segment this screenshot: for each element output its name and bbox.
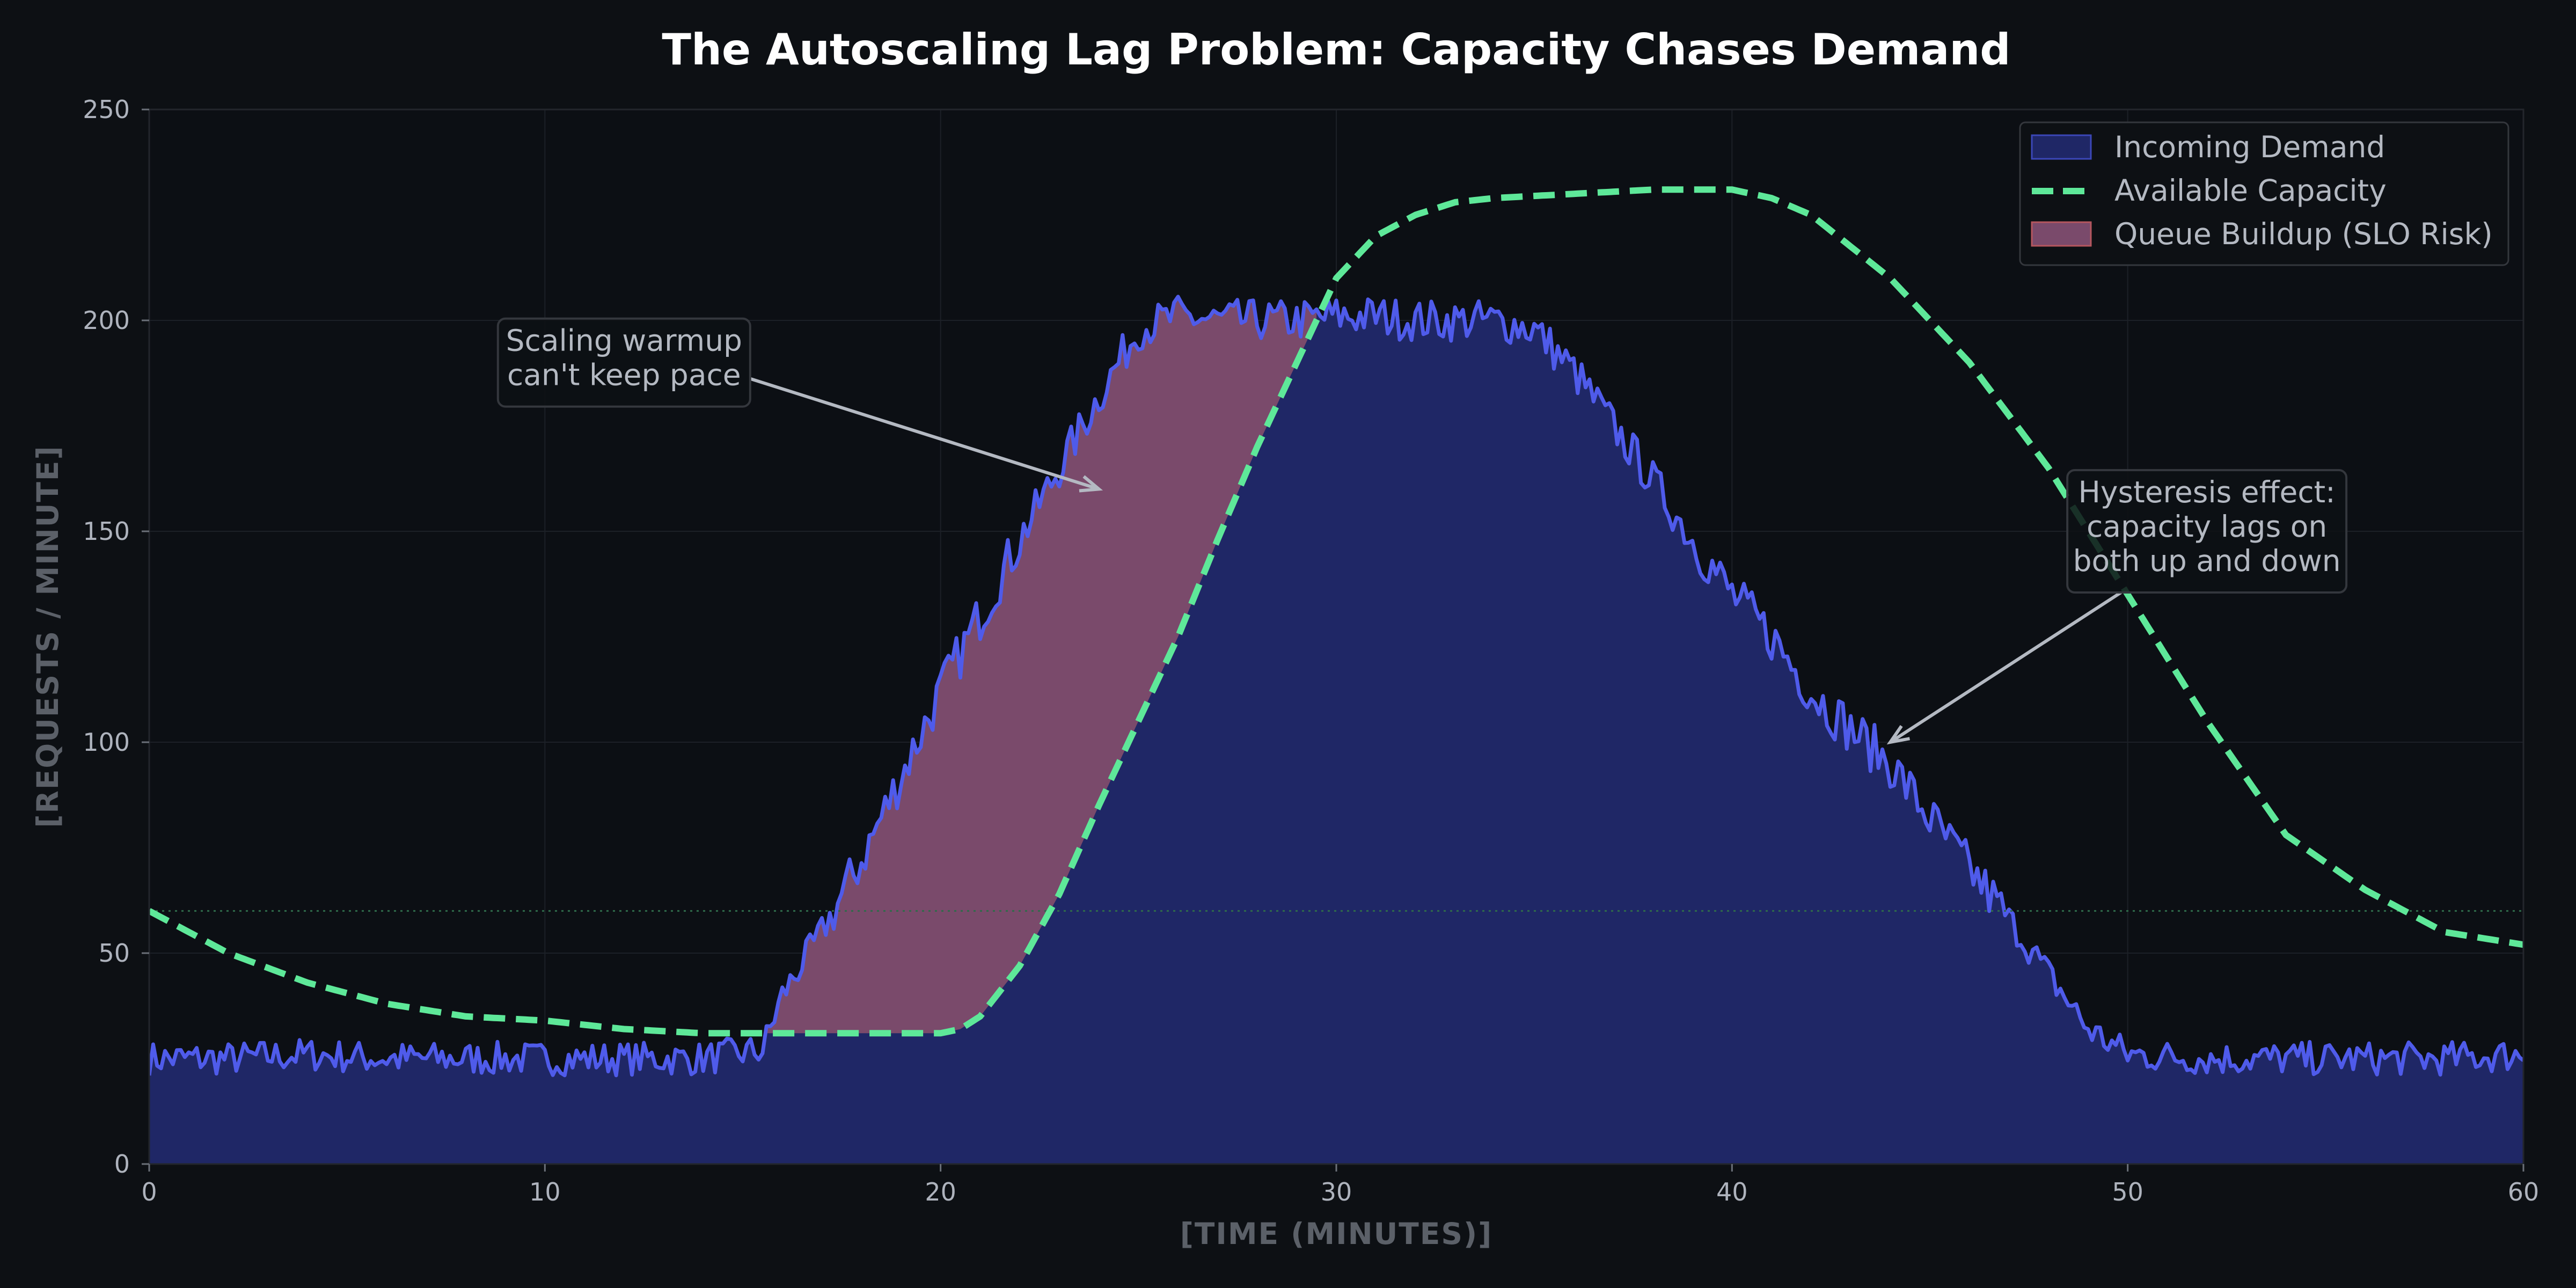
demand-area — [149, 296, 2523, 1164]
x-tick-label: 10 — [529, 1177, 561, 1206]
x-tick-label: 0 — [141, 1177, 157, 1206]
chart-title: The Autoscaling Lag Problem: Capacity Ch… — [662, 25, 2010, 75]
legend-label-queue: Queue Buildup (SLO Risk) — [2114, 217, 2493, 251]
annotation-arrow — [749, 377, 1100, 491]
capacity-line — [149, 186, 2523, 1037]
x-tick-label: 50 — [2112, 1177, 2143, 1206]
y-tick-label: 0 — [114, 1150, 130, 1179]
x-tick-label: 30 — [1321, 1177, 1352, 1206]
legend-swatch-demand — [2031, 134, 2092, 160]
legend-label-demand: Incoming Demand — [2114, 130, 2385, 164]
annotation-text: both up and down — [2073, 544, 2341, 578]
annotation-text: Scaling warmup — [506, 324, 742, 358]
x-tick-label: 60 — [2508, 1177, 2540, 1206]
legend-swatch-queue — [2031, 221, 2092, 247]
y-axis-label: [REQUESTS / MINUTE] — [31, 445, 65, 828]
y-tick-label: 250 — [83, 95, 130, 124]
annotation-box — [496, 317, 751, 408]
y-tick-label: 100 — [83, 728, 130, 757]
queue-buildup-area — [766, 296, 1317, 1034]
axis-ticks: 0 10 20 30 40 50 60 0 50 100 150 200 250 — [83, 95, 2539, 1206]
legend-label-capacity: Available Capacity — [2114, 173, 2387, 208]
y-tick-label: 150 — [83, 517, 130, 546]
y-tick-label: 50 — [98, 939, 130, 968]
x-tick-label: 40 — [1716, 1177, 1748, 1206]
legend: Incoming Demand Available Capacity Queue… — [2019, 121, 2509, 266]
annotation-text: can't keep pace — [507, 358, 741, 392]
annotation-arrowhead — [1079, 475, 1103, 493]
x-axis-label: [TIME (MINUTES)] — [1180, 1217, 1493, 1251]
annotation-text: Hysteresis effect: — [2079, 475, 2336, 509]
y-tick-label: 200 — [83, 306, 130, 335]
annotation-box — [2066, 469, 2348, 594]
annotation-arrow — [1889, 591, 2122, 744]
legend-box — [2019, 121, 2509, 266]
x-tick-label: 20 — [925, 1177, 956, 1206]
annotation-arrowhead — [1886, 725, 1910, 745]
annotation-text: capacity lags on — [2087, 509, 2327, 544]
data-layer — [149, 186, 2523, 1164]
demand-line — [149, 295, 2523, 1078]
